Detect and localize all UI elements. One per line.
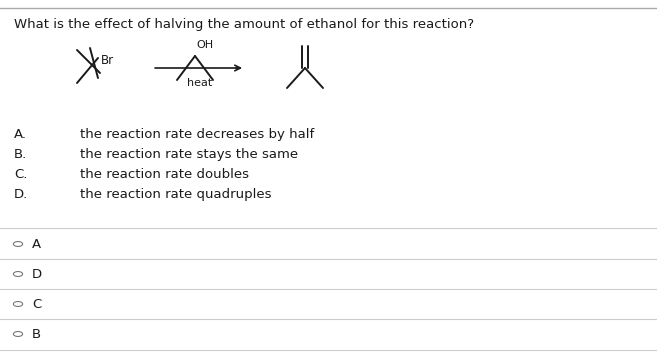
Text: Br: Br — [101, 53, 114, 67]
Text: D: D — [32, 268, 42, 280]
Text: A.: A. — [14, 128, 27, 141]
Text: B.: B. — [14, 148, 27, 161]
Text: the reaction rate decreases by half: the reaction rate decreases by half — [80, 128, 314, 141]
Text: heat: heat — [187, 78, 213, 88]
Text: OH: OH — [196, 40, 213, 50]
Text: D.: D. — [14, 188, 28, 201]
Text: B: B — [32, 327, 41, 341]
Text: C: C — [32, 297, 41, 310]
Text: A: A — [32, 238, 41, 251]
Text: C.: C. — [14, 168, 28, 181]
Text: the reaction rate quadruples: the reaction rate quadruples — [80, 188, 271, 201]
Text: What is the effect of halving the amount of ethanol for this reaction?: What is the effect of halving the amount… — [14, 18, 474, 31]
Text: the reaction rate stays the same: the reaction rate stays the same — [80, 148, 298, 161]
Text: the reaction rate doubles: the reaction rate doubles — [80, 168, 249, 181]
